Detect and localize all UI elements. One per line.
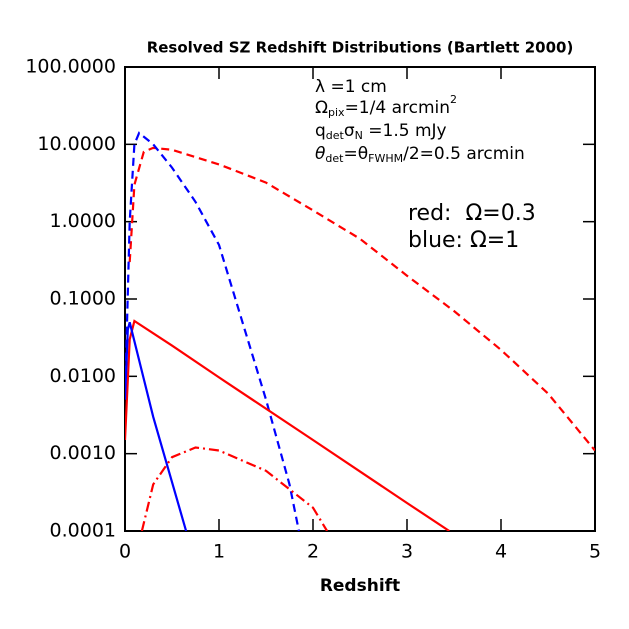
x-tick-label: 5	[589, 541, 601, 563]
y-tick-label: 0.0010	[50, 442, 116, 464]
line	[128, 146, 595, 452]
annotation: λ =1 cm	[315, 77, 387, 97]
x-tick-label: 1	[213, 541, 225, 563]
annotation: θdet=θFWHM/2=0.5 arcmin	[315, 144, 525, 165]
annotations: λ =1 cm Ωpix=1/4 arcmin2 qdetσN =1.5 mJy…	[315, 77, 525, 165]
x-tick-label: 3	[401, 541, 413, 563]
x-axis-label: Redshift	[320, 576, 400, 596]
x-tick-label: 0	[119, 541, 131, 563]
y-tick-label: 0.0100	[50, 365, 116, 387]
annotation: Ωpix=1/4 arcmin2	[315, 93, 457, 119]
x-tick-label: 4	[495, 541, 507, 563]
line	[125, 322, 188, 531]
line	[125, 319, 450, 531]
y-tick-label: 10.0000	[37, 133, 116, 155]
line	[140, 446, 329, 531]
annotation: qdetσN =1.5 mJy	[315, 121, 447, 142]
chart-title: Resolved SZ Redshift Distributions (Bart…	[147, 39, 574, 57]
series	[125, 319, 450, 531]
y-tick-label: 100.0000	[25, 56, 116, 78]
y-tick-label: 0.0001	[50, 520, 116, 542]
series	[128, 146, 595, 452]
legend-entry: blue: Ω=1	[408, 228, 519, 253]
series	[125, 322, 188, 531]
y-tick-label: 0.1000	[50, 288, 116, 310]
x-tick-label: 2	[307, 541, 319, 563]
series	[140, 446, 329, 531]
y-tick-label: 1.0000	[50, 210, 116, 232]
legend-entry: red: Ω=0.3	[408, 201, 536, 226]
